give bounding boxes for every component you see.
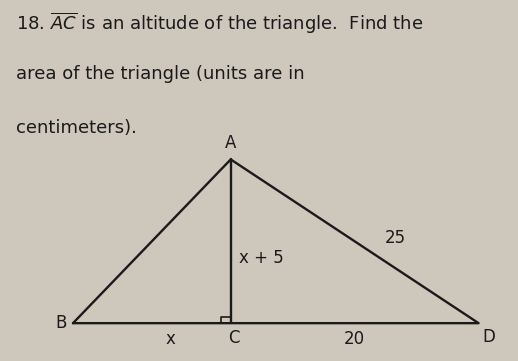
Text: A: A — [225, 134, 236, 152]
Text: 18. $\overline{AC}$ is an altitude of the triangle.  Find the: 18. $\overline{AC}$ is an altitude of th… — [16, 11, 423, 36]
Text: C: C — [228, 329, 240, 347]
Text: 20: 20 — [344, 330, 365, 348]
Text: B: B — [55, 314, 66, 332]
Text: D: D — [482, 328, 495, 346]
Text: x + 5: x + 5 — [239, 249, 283, 267]
Text: 25: 25 — [384, 229, 406, 247]
Text: x: x — [166, 330, 176, 348]
Text: area of the triangle (units are in: area of the triangle (units are in — [16, 65, 304, 83]
Text: centimeters).: centimeters). — [16, 119, 136, 137]
